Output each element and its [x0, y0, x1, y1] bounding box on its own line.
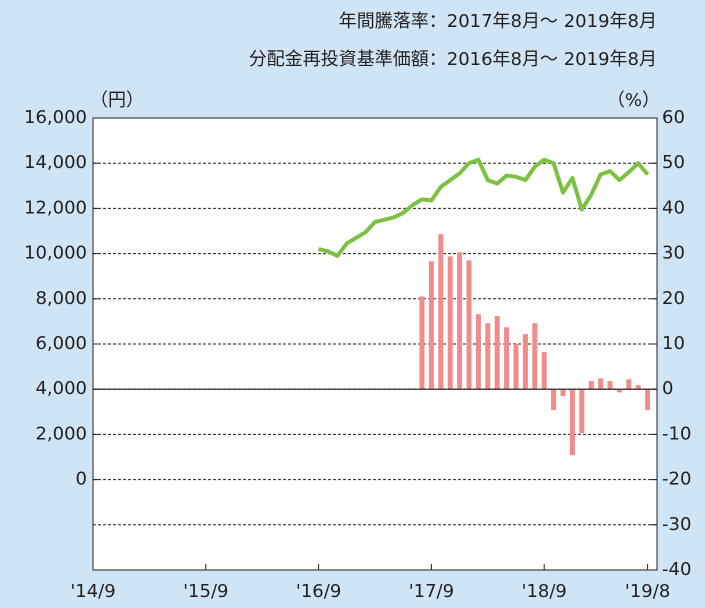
bar — [419, 296, 425, 390]
line — [318, 157, 650, 258]
bar — [645, 389, 651, 410]
bar — [579, 389, 585, 434]
y2-tick-label: -10 — [662, 423, 691, 444]
bar — [635, 385, 641, 390]
bar — [504, 327, 510, 390]
bar — [457, 252, 463, 390]
y2-tick-label: 0 — [662, 378, 673, 399]
bar — [513, 344, 519, 390]
y2-tick-label: 10 — [662, 333, 685, 354]
bar — [541, 352, 547, 390]
y-tick-label: 12,000 — [24, 197, 87, 218]
x-tick-label: '17/9 — [409, 581, 454, 602]
x-tick-label: '16/9 — [296, 581, 341, 602]
bar — [588, 381, 594, 390]
y-tick-label: 4,000 — [35, 378, 87, 399]
y-tick-label: 0 — [76, 469, 87, 490]
plot-border — [92, 117, 658, 571]
bar — [551, 389, 557, 410]
chart-title: 年間騰落率：2017年8月～ 2019年8月 — [339, 11, 657, 32]
bar — [447, 256, 453, 390]
bar — [485, 323, 491, 390]
bar — [598, 378, 604, 390]
x-tick-label: '18/9 — [522, 581, 567, 602]
y2-tick-label: -20 — [662, 469, 691, 490]
bar — [466, 260, 472, 390]
bar — [522, 334, 528, 390]
bar — [428, 261, 434, 390]
bar — [616, 389, 622, 393]
x-tick-label: '14/9 — [70, 581, 115, 602]
bar — [626, 379, 632, 390]
y2-tick-label: 50 — [662, 152, 685, 173]
bar — [494, 315, 500, 390]
chart-subtitle: 分配金再投資基準価額：2016年8月～ 2019年8月 — [249, 49, 657, 70]
bar — [532, 323, 538, 390]
bar — [475, 314, 481, 390]
y2-tick-label: 60 — [662, 107, 685, 128]
bar — [569, 389, 575, 456]
x-tick-label: '19/8 — [625, 581, 670, 602]
bar — [560, 389, 566, 396]
y-tick-label: 10,000 — [24, 243, 87, 264]
y-tick-label: 14,000 — [24, 152, 87, 173]
y2-tick-label: -40 — [662, 559, 691, 580]
y2-tick-label: 40 — [662, 197, 685, 218]
y-tick-label: 6,000 — [35, 333, 87, 354]
x-tick-label: '15/9 — [183, 581, 228, 602]
bar — [607, 381, 613, 390]
y-axis-label: （円） — [90, 90, 144, 111]
y-tick-label: 16,000 — [24, 107, 87, 128]
y2-tick-label: -30 — [662, 514, 691, 535]
y2-axis-label: （%） — [607, 90, 660, 111]
y2-tick-label: 20 — [662, 288, 685, 309]
y-tick-label: 2,000 — [35, 423, 87, 444]
y-tick-label: 8,000 — [35, 288, 87, 309]
bar — [438, 234, 444, 390]
y2-tick-label: 30 — [662, 243, 685, 264]
